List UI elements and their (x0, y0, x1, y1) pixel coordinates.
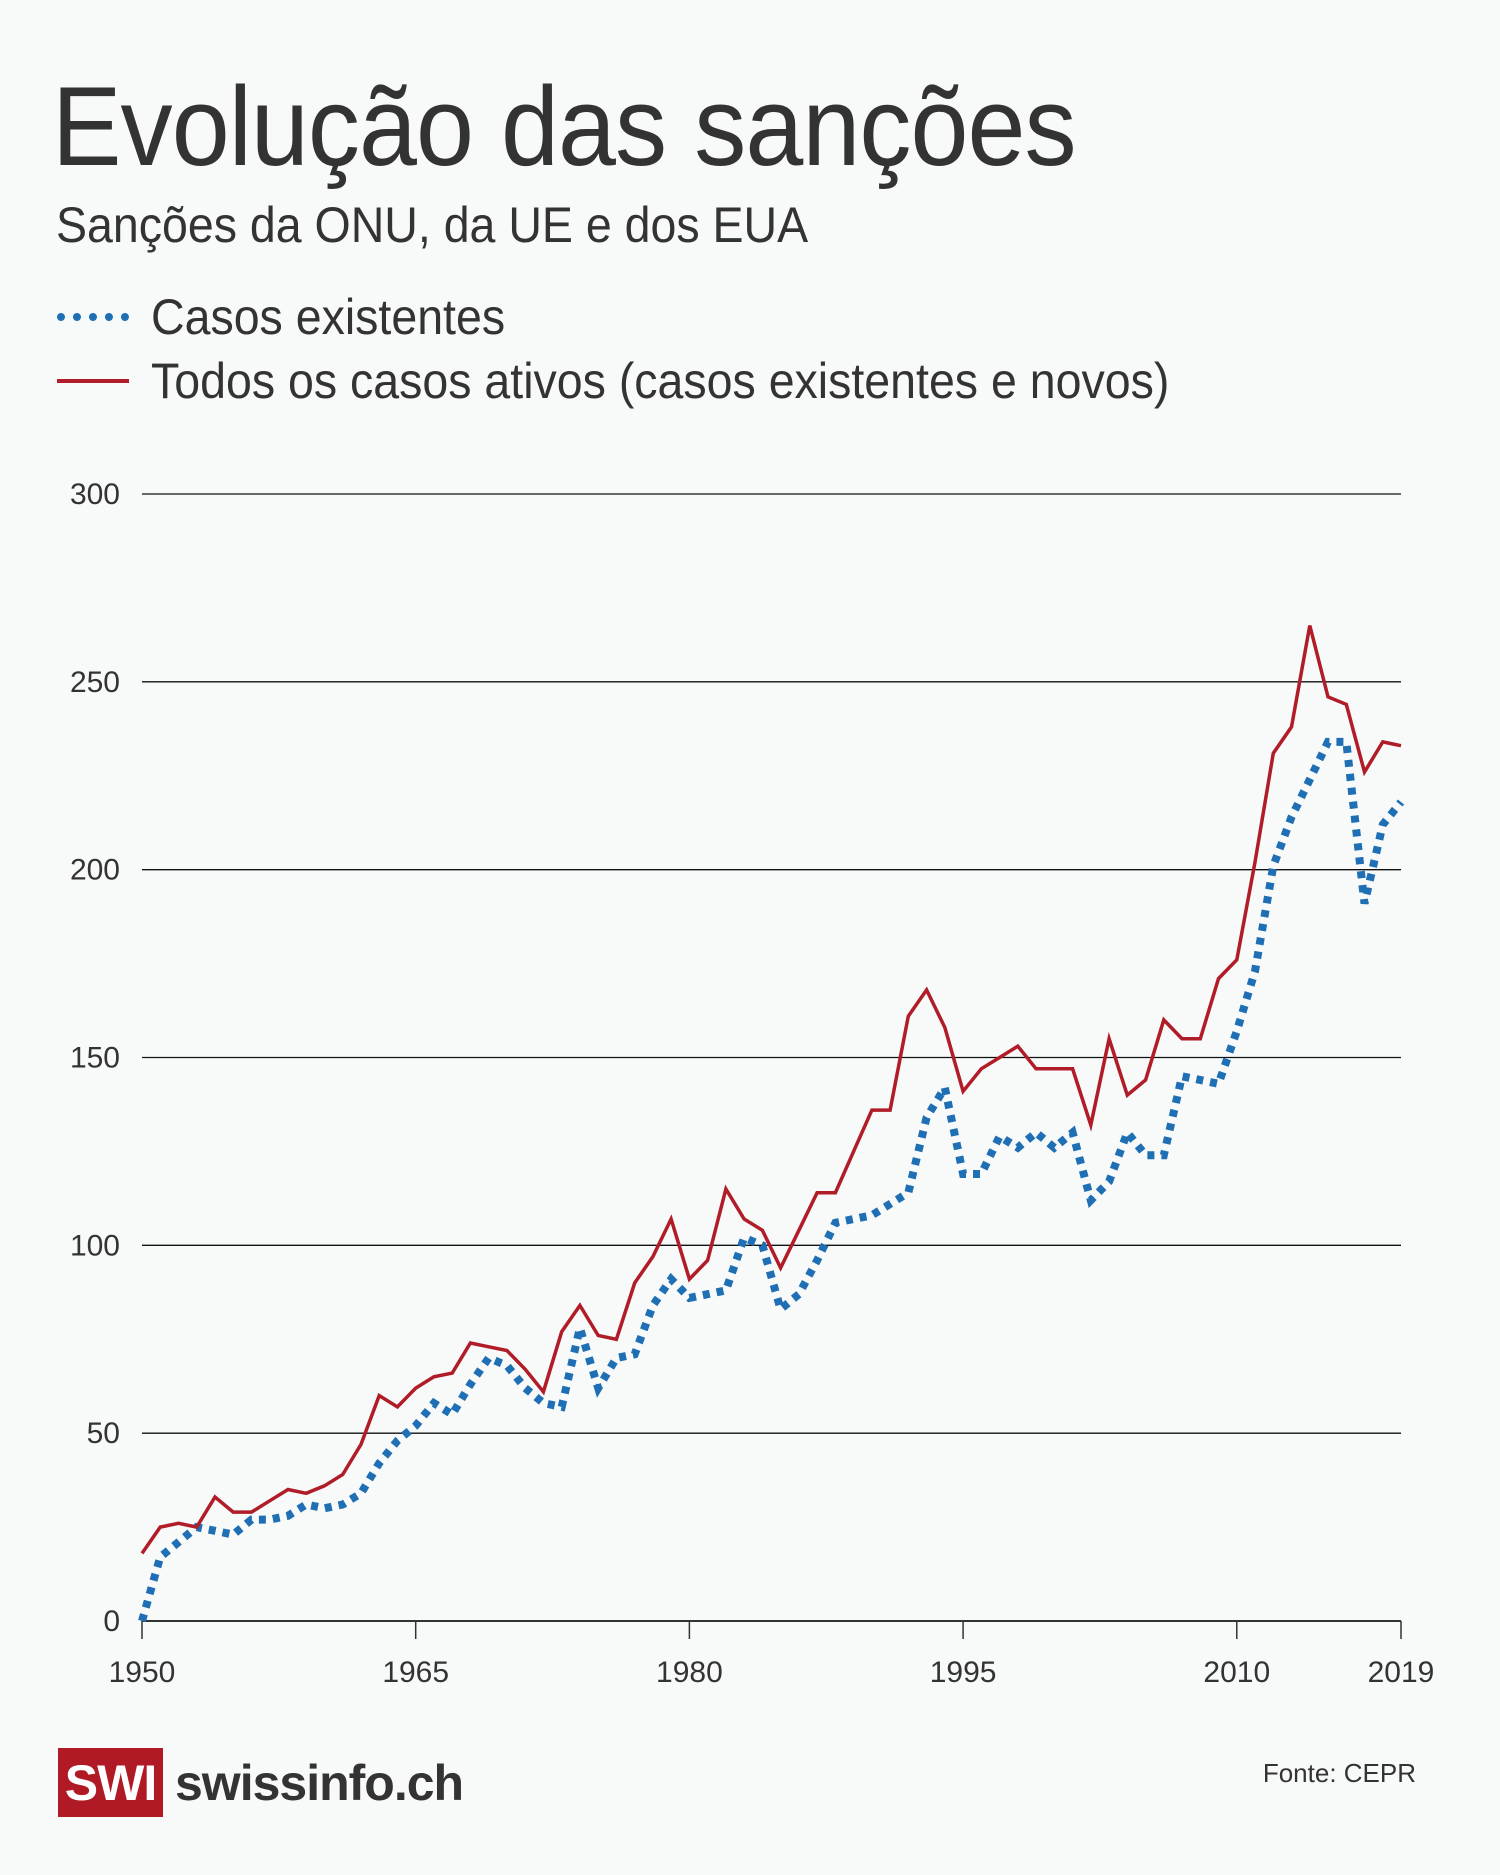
x-tick-label: 2019 (1368, 1656, 1435, 1689)
logo-text: swissinfo.ch (175, 1754, 464, 1811)
legend-label: Casos existentes (151, 289, 506, 345)
y-tick-label: 50 (87, 1417, 120, 1450)
gridlines (142, 493, 1401, 1622)
legend-swatch-dotted-blue (57, 313, 129, 321)
series-line-existing-cases (138, 737, 1405, 1623)
x-tick-label: 2010 (1203, 1656, 1270, 1689)
y-tick-label: 100 (70, 1229, 120, 1262)
x-axis: 1950 1965 1980 1995 2010 2019 (109, 1621, 1435, 1689)
source-note: Fonte: CEPR (1262, 1758, 1416, 1788)
legend-label: Todos os casos ativos (casos existentes … (151, 353, 1170, 409)
y-axis-labels: 0 50 100 150 200 250 300 (70, 478, 120, 1638)
series-line-all-active-cases (140, 625, 1402, 1555)
x-tick-label: 1980 (656, 1656, 723, 1689)
legend-item-existing: Casos existentes (57, 285, 1246, 349)
legend: Casos existentes Todos os casos ativos (… (57, 285, 1246, 413)
legend-item-all-active: Todos os casos ativos (casos existentes … (57, 349, 1246, 413)
swi-logo-mark: SWI (58, 1748, 163, 1817)
x-tick-label: 1965 (382, 1656, 449, 1689)
y-tick-label: 150 (70, 1042, 120, 1075)
chart-title: Evolução das sanções (52, 64, 1077, 189)
y-tick-label: 300 (70, 478, 120, 511)
chart-subtitle: Sanções da ONU, da UE e dos EUA (56, 197, 809, 253)
legend-swatch-solid-red (57, 379, 129, 383)
y-tick-label: 200 (70, 854, 120, 887)
swissinfo-logo: SWI swissinfo.ch (58, 1748, 464, 1817)
x-tick-label: 1950 (109, 1656, 176, 1689)
y-tick-label: 0 (103, 1605, 120, 1638)
y-tick-label: 250 (70, 666, 120, 699)
x-tick-label: 1995 (930, 1656, 997, 1689)
series-lines (138, 625, 1405, 1623)
